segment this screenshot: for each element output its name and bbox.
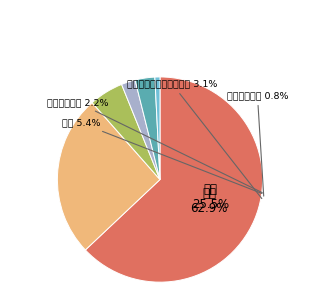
Wedge shape [57,103,160,250]
Text: 東海
62.9%: 東海 62.9% [190,187,228,215]
Wedge shape [122,80,160,180]
Wedge shape [155,77,160,180]
Text: 北海道・東北 0.8%: 北海道・東北 0.8% [227,91,288,196]
Text: 関東
25.5%: 関東 25.5% [192,183,229,211]
Text: 中国・四国・九州・外国 3.1%: 中国・四国・九州・外国 3.1% [127,80,262,199]
Text: 近畿 5.4%: 近畿 5.4% [62,119,262,194]
Wedge shape [92,84,160,180]
Wedge shape [135,77,160,180]
Wedge shape [85,77,263,282]
Text: 北陸・甲信越 2.2%: 北陸・甲信越 2.2% [47,98,262,193]
